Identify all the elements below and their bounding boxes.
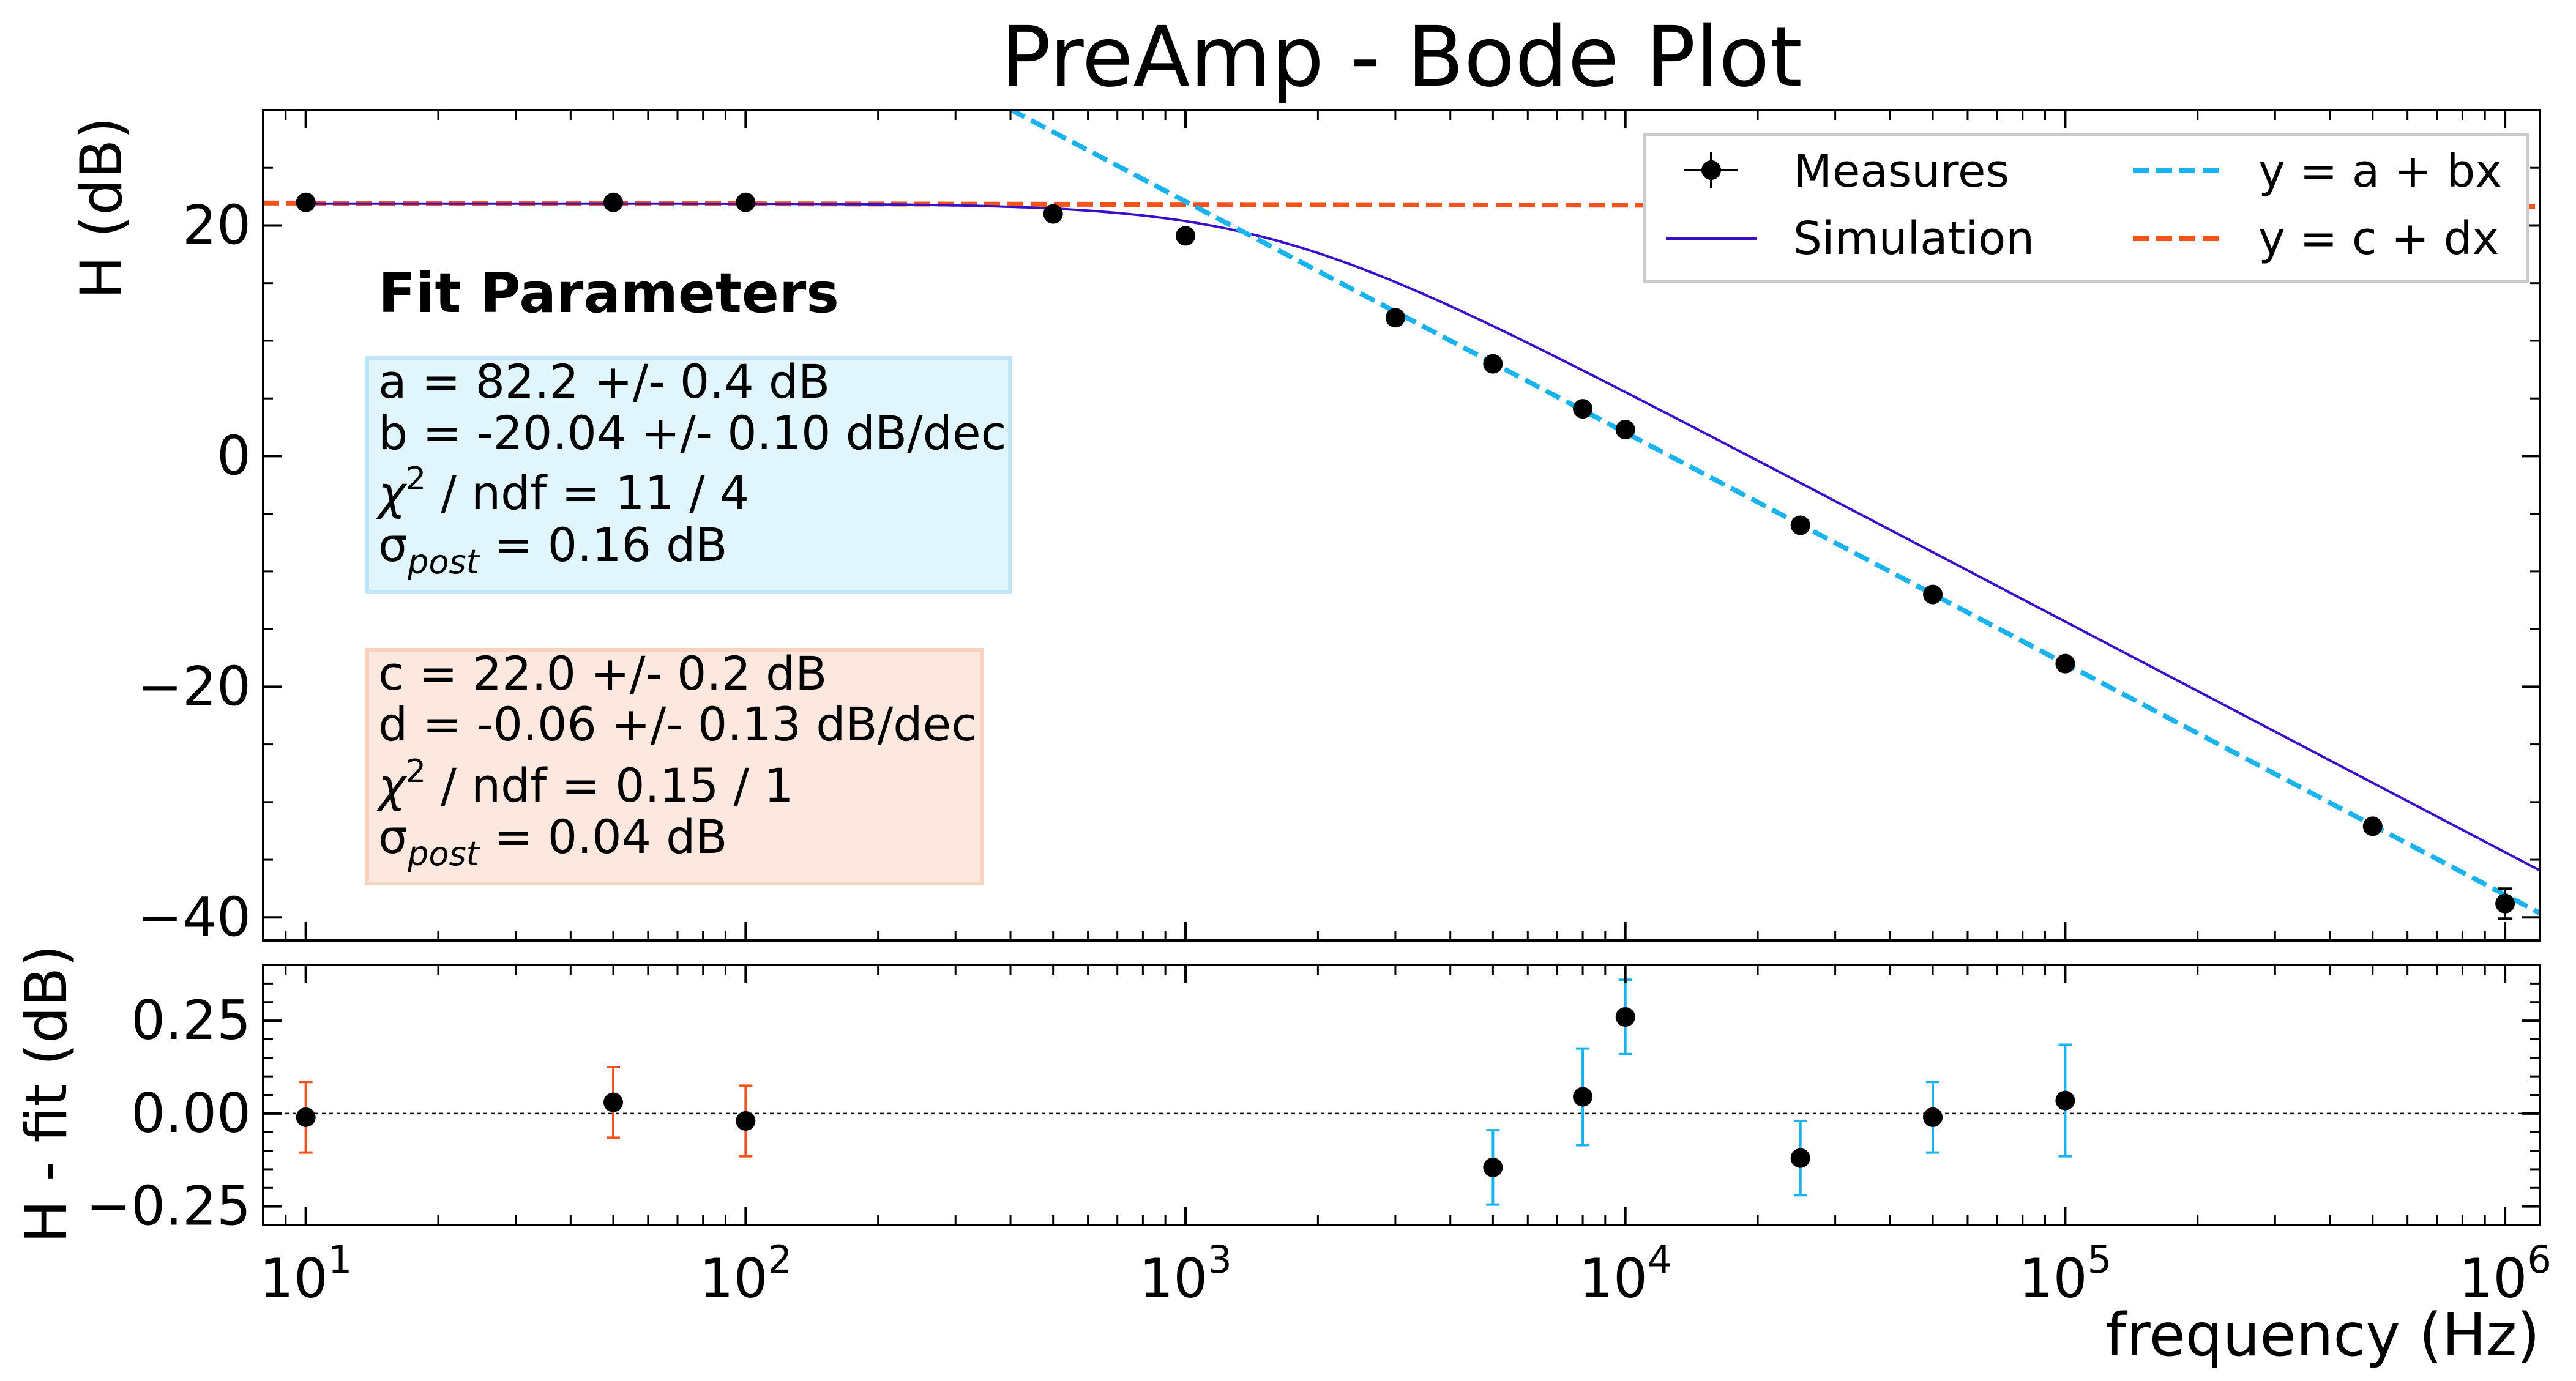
x-axis-label: frequency (Hz) (2106, 1301, 2541, 1369)
legend-label-measures: Measures (1793, 145, 2009, 198)
y-tick-label: 0.00 (131, 1082, 251, 1145)
fit-param-b: b = -20.04 +/- 0.10 dB/dec (378, 406, 1006, 460)
fit-sigma-flat: σpost = 0.04 dB (378, 810, 728, 873)
x-tick-label: 106 (2458, 1237, 2551, 1310)
fit-param-a: a = 82.2 +/- 0.4 dB (378, 354, 830, 409)
main-axes-frame (262, 109, 2541, 942)
fit-box-slope (365, 356, 1012, 594)
sigma-subscript: post (407, 543, 480, 581)
fit-param-c: c = 22.0 +/- 0.2 dB (378, 646, 827, 701)
measure-point (2495, 893, 2515, 914)
measure-point (1483, 354, 1503, 374)
y-tick-label: 0.25 (131, 989, 251, 1052)
residual-point (2055, 1090, 2075, 1111)
residual-point (1923, 1107, 1943, 1127)
y-tick-label: 0 (217, 424, 251, 487)
x-tick-label: 102 (700, 1237, 792, 1310)
measure-point (603, 192, 623, 212)
measure-point (1615, 420, 1635, 440)
fit-chi2-slope: χ2 / ndf = 11 / 4 (376, 461, 749, 520)
legend-marker-measures (1701, 160, 1721, 180)
sigma-symbol: σ (378, 518, 408, 572)
measure-point (2055, 653, 2075, 674)
residual-point (603, 1092, 623, 1112)
residual-point (1790, 1148, 1810, 1168)
measure-point (1790, 515, 1810, 535)
legend: Measures Simulation y = a + bx y = c + d… (1643, 133, 2529, 283)
legend-label-fit-slope: y = a + bx (2258, 145, 2502, 198)
chi-symbol: χ (376, 758, 408, 813)
simulation-curve (305, 202, 2540, 872)
measure-point (736, 192, 756, 212)
measure-point (1385, 308, 1405, 328)
sigma-subscript: post (407, 835, 480, 873)
fit-param-d: d = -0.06 +/- 0.13 dB/dec (378, 697, 977, 751)
chi-symbol: χ (376, 466, 408, 520)
residual-point (1483, 1157, 1503, 1177)
residual-y-axis-label: H - fit (dB) (13, 945, 80, 1243)
fit-chi2-flat: χ2 / ndf = 0.15 / 1 (376, 753, 794, 813)
axes: 101 102 103 104 105 106 20 0 −20 −40 0.25 0.00 −0.25 (86, 109, 2552, 1310)
measure-point (1573, 399, 1593, 419)
residual-point (1615, 1007, 1635, 1027)
sigma-rest: = 0.04 dB (479, 810, 728, 864)
y-tick-label: 20 (182, 193, 251, 256)
chi-superscript: 2 (406, 461, 426, 497)
measure-point (296, 192, 316, 212)
x-tick-label: 103 (1139, 1237, 1231, 1310)
measure-point (1043, 204, 1063, 224)
y-tick-label: −20 (137, 655, 251, 718)
y-tick-label: −0.25 (86, 1175, 251, 1238)
main-y-axis-label: H (dB) (69, 117, 135, 299)
y-tick-label: −40 (137, 885, 251, 948)
measure-point (1176, 226, 1196, 246)
residual-point (296, 1107, 316, 1127)
residual-axes-frame (262, 964, 2541, 1226)
fit-line-slope (1009, 110, 2540, 915)
measure-point (1923, 584, 1943, 605)
sigma-rest: = 0.16 dB (479, 518, 728, 572)
x-tick-label: 101 (259, 1237, 352, 1310)
chi-superscript: 2 (406, 753, 426, 790)
residual-point (1573, 1087, 1593, 1107)
x-tick-label: 104 (1579, 1237, 1671, 1310)
chi-rest: / ndf = 0.15 / 1 (426, 758, 794, 813)
x-tick-label: 105 (2019, 1237, 2111, 1310)
fit-sigma-slope: σpost = 0.16 dB (378, 518, 728, 581)
legend-label-fit-flat: y = c + dx (2258, 212, 2499, 265)
chi-rest: / ndf = 11 / 4 (426, 466, 749, 520)
fit-parameters-heading: Fit Parameters (378, 261, 839, 326)
chart-title: PreAmp - Bode Plot (1001, 9, 1802, 106)
legend-frame (1643, 133, 2529, 283)
sigma-symbol: σ (378, 810, 408, 864)
residual-point (736, 1111, 756, 1131)
legend-label-simulation: Simulation (1793, 212, 2034, 265)
fit-box-flat (365, 648, 984, 885)
measure-point (2362, 816, 2383, 836)
residual-plot-area (263, 978, 2540, 1206)
